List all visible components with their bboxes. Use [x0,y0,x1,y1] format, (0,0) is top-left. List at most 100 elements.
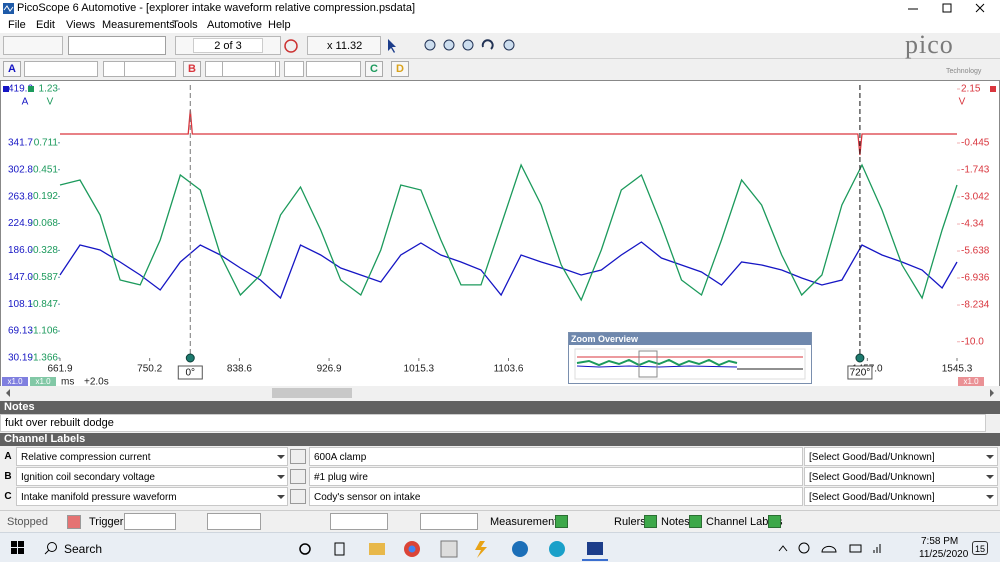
notes-header: Notes [0,401,1000,414]
toolbar-toggle-icon[interactable] [644,515,657,528]
channel-note[interactable]: 600A clamp [309,447,803,466]
channel-button[interactable]: A [3,61,21,77]
channel-letter: B [0,467,16,486]
channel-button[interactable]: D [391,61,409,77]
dropdown-arrow [277,495,285,499]
rating-select[interactable]: [Select Good/Bad/Unknown] [804,487,998,506]
trigger-combo[interactable] [124,513,176,530]
system-tray[interactable] [776,540,891,556]
menu-item[interactable]: Views [66,19,95,31]
x-tick-label: 838.6 [227,364,252,375]
x-tick-label: 1545.3 [942,364,973,375]
y-tick-label: 1.23 [39,84,59,95]
zoom-overview[interactable]: Zoom Overview [568,332,812,384]
toolbar-toggle-icon[interactable] [689,515,702,528]
channel-name[interactable]: Ignition coil secondary voltage [16,467,288,486]
dropdown-arrow [277,455,285,459]
channel-name[interactable]: Relative compression current [16,447,288,466]
stop-button[interactable] [67,515,81,529]
channel-setting[interactable] [24,61,98,77]
y-tick-label: -1.106 [30,326,59,337]
start-button[interactable] [11,541,25,555]
y-tick-label: -8.234 [961,300,990,311]
y-tick-label: -6.936 [961,273,990,284]
channel-labels-table: ARelative compression current600A clamp[… [0,447,1000,507]
ellipsis-button[interactable] [290,469,306,484]
rating-select[interactable]: [Select Good/Bad/Unknown] [804,447,998,466]
y-tick-label: -0.445 [961,138,990,149]
menu-item[interactable]: Measurements [102,19,175,31]
toolbar-toggle-icon[interactable] [555,515,568,528]
menu-bar: File Edit Views MeasurementsTools Automotive… [0,17,1000,33]
notes-text: fukt over rebuilt dodge [5,417,114,429]
channel-note[interactable]: Cody's sensor on intake [309,487,803,506]
zoom-reset-button[interactable] [283,38,299,54]
channel-toolbar: A B CD [0,58,1000,80]
toolbar-toggle-label[interactable]: Notes [661,516,690,528]
notes-box[interactable]: fukt over rebuilt dodge [0,414,986,432]
y-tick-label: -3.042 [961,192,990,203]
y-tick-label: -0.587 [30,272,59,283]
channel-note[interactable]: #1 plug wire [309,467,803,486]
y-tick-label: -5.638 [961,246,990,257]
channel-setting[interactable] [284,61,304,77]
zoom-factor: x 11.32 [327,40,362,52]
menu-item[interactable]: File [8,19,26,31]
scrollbar-thumb[interactable] [272,388,352,398]
status-bar: Stopped Trigger MeasurementsRulersNotesC… [0,510,1000,532]
channel-setting[interactable] [306,61,361,77]
ruler-label: 0° [185,368,195,379]
title-bar: PicoScope 6 Automotive - [explorer intak… [0,0,1000,17]
window-title: PicoScope 6 Automotive - [explorer intak… [17,2,415,14]
taskbar-apps[interactable] [295,537,615,561]
ellipsis-button[interactable] [290,489,306,504]
toolbar-toggle-label[interactable]: Measurements [490,516,563,528]
y-tick-label: -0.328 [30,245,59,256]
nav-combo[interactable] [68,36,166,55]
scope-view: 661.9750.2838.6926.91015.31103.61457.015… [0,80,1000,400]
channel-setting[interactable] [124,61,176,77]
nav-buttons[interactable] [3,36,63,55]
menu-item[interactable]: Help [268,19,291,31]
dropdown-arrow [277,475,285,479]
channel-letter: A [0,447,16,466]
zoom-tools[interactable] [383,37,523,55]
page-nav[interactable]: 2 of 3 [175,36,281,55]
y-tick-label: 341.7 [8,137,33,148]
channel-button[interactable]: B [183,61,201,77]
channel-button[interactable]: C [365,61,383,77]
scale-badge: x1.0 [35,377,51,386]
trigger-level[interactable] [207,513,261,530]
pre-trigger[interactable] [330,513,388,530]
axis-marker [28,86,34,92]
menu-item[interactable]: Edit [36,19,55,31]
y-tick-label: -0.847 [30,299,59,310]
y-tick-label: 0.192 [33,191,58,202]
ruler-handle[interactable] [186,354,194,362]
channel-setting[interactable] [222,61,276,77]
ellipsis-button[interactable] [290,449,306,464]
search-box[interactable]: Search [64,542,102,556]
delay[interactable] [420,513,478,530]
y-tick-label: -1.743 [961,165,990,176]
run-state: Stopped [7,516,48,528]
toolbar-toggle-icon[interactable] [768,515,781,528]
menu-item[interactable]: Tools [172,19,198,31]
axis-unit: V [959,97,966,108]
ruler-handle[interactable] [856,354,864,362]
dropdown-arrow [986,475,994,479]
toolbar-toggle-label[interactable]: Rulers [614,516,646,528]
y-tick-label: 0.451 [33,164,58,175]
trace-line [60,110,957,155]
dropdown-arrow [986,495,994,499]
notification-count[interactable]: 15 [972,541,988,555]
channel-name[interactable]: Intake manifold pressure waveform [16,487,288,506]
x-tick-label: 1015.3 [404,364,435,375]
window-controls[interactable] [900,0,1000,17]
trigger-label: Trigger [89,516,123,528]
zoom-control[interactable]: x 11.32 [307,36,381,55]
menu-item[interactable]: Automotive [207,19,262,31]
axis-marker [3,86,9,92]
scale-badge: x1.0 [963,377,979,386]
rating-select[interactable]: [Select Good/Bad/Unknown] [804,467,998,486]
